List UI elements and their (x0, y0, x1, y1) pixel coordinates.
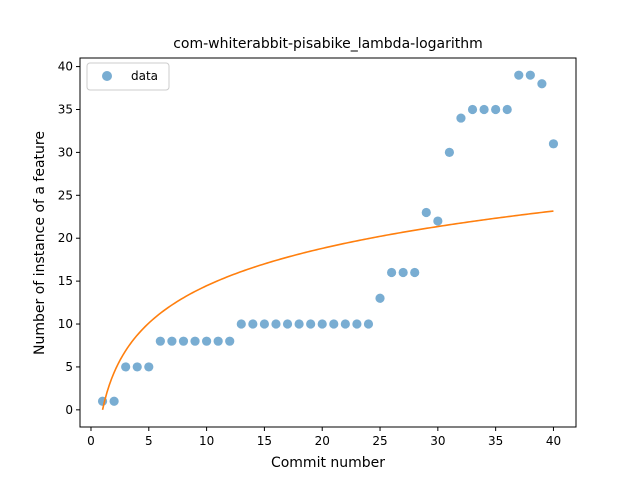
x-tick-label: 5 (145, 434, 153, 448)
chart-title: com-whiterabbit-pisabike_lambda-logarith… (173, 36, 483, 52)
data-point (352, 319, 362, 329)
x-axis-label: Commit number (271, 455, 385, 471)
data-point (248, 319, 258, 329)
x-tick-label: 25 (372, 434, 387, 448)
data-point (329, 319, 339, 329)
data-point (525, 70, 535, 80)
legend: data (86, 62, 170, 91)
data-point (410, 267, 420, 278)
x-tick-label: 15 (257, 434, 272, 448)
data-point (190, 336, 200, 346)
x-tick-label: 30 (430, 434, 445, 448)
data-point (375, 293, 385, 303)
y-axis-ticks: 0 5 10 15 20 25 30 35 40 (58, 60, 80, 417)
y-tick-label: 25 (58, 188, 73, 202)
y-tick-label: 40 (58, 60, 73, 74)
data-point (132, 362, 142, 372)
data-point (491, 104, 501, 115)
data-point (363, 319, 374, 329)
data-point (294, 319, 304, 329)
data-point (202, 336, 212, 346)
x-tick-label: 10 (199, 434, 214, 448)
data-point (421, 207, 431, 218)
y-tick-label: 30 (58, 145, 73, 159)
data-point (502, 104, 512, 115)
axes-frame (79, 57, 577, 428)
x-axis-ticks: 0 5 10 15 20 25 30 35 40 (87, 427, 561, 448)
legend-box (86, 62, 170, 91)
data-point (306, 319, 316, 329)
legend-marker (102, 71, 112, 81)
y-tick-label: 35 (58, 102, 73, 116)
data-point (225, 336, 235, 346)
plot-area (97, 70, 559, 411)
data-point (386, 267, 397, 278)
y-tick-label: 5 (65, 360, 73, 374)
data-point (433, 216, 443, 226)
data-point (456, 113, 466, 123)
data-point (271, 319, 281, 329)
data-point (121, 362, 131, 372)
data-point (479, 104, 489, 115)
y-tick-label: 0 (65, 403, 73, 417)
data-point (317, 319, 327, 329)
data-point (537, 79, 547, 89)
data-point (398, 267, 408, 278)
data-point (259, 319, 270, 329)
legend-label: data (131, 69, 158, 83)
x-tick-label: 40 (546, 434, 561, 448)
fit-line (101, 210, 554, 411)
data-point (444, 147, 454, 157)
y-tick-label: 20 (58, 231, 73, 245)
data-point (282, 319, 293, 329)
y-axis-label: Number of instance of a feature (32, 131, 48, 355)
y-tick-label: 15 (58, 274, 73, 288)
data-point (467, 104, 478, 115)
data-point (213, 336, 223, 346)
data-point (548, 139, 559, 149)
x-tick-label: 0 (87, 434, 95, 448)
data-point (144, 362, 154, 372)
data-point (109, 396, 119, 406)
x-tick-label: 20 (315, 434, 330, 448)
data-point (236, 319, 246, 329)
x-tick-label: 35 (488, 434, 503, 448)
y-tick-label: 10 (58, 317, 73, 331)
data-point (167, 336, 177, 346)
data-point (340, 319, 350, 329)
data-point (155, 336, 165, 346)
data-point (178, 336, 189, 346)
data-point (514, 70, 524, 80)
